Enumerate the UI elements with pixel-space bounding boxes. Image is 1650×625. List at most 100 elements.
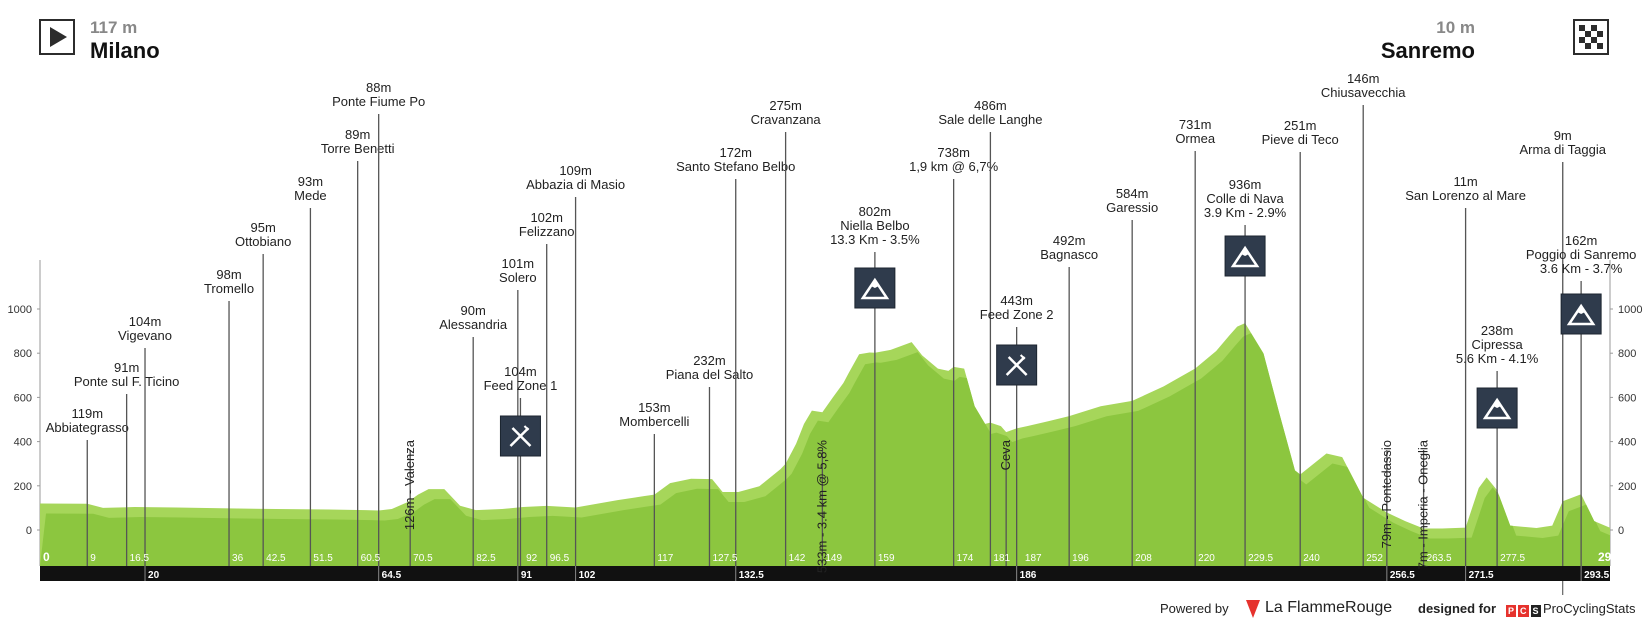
marker-name-text: 5.6 Km - 4.1%: [1456, 351, 1539, 366]
marker-elevation-text: 98m: [216, 267, 241, 282]
vertical-marker-label: 126m - Valenza: [402, 439, 417, 530]
flamme-rouge-logo-icon: [1246, 600, 1260, 618]
marker-name-text: Arma di Taggia: [1520, 142, 1607, 157]
marker-elevation-text: 936m: [1229, 177, 1262, 192]
marker-elevation-text: 153m: [638, 400, 671, 415]
x-tick-label-bottom: 293.5: [1584, 570, 1609, 581]
y-tick-label-right: 600: [1618, 392, 1636, 404]
marker-name-text: Sale delle Langhe: [938, 112, 1042, 127]
x-tick-label-top: 117: [657, 553, 673, 564]
brand-label[interactable]: La FlammeRouge: [1265, 599, 1393, 616]
marker-elevation-text: 162m: [1565, 233, 1598, 248]
x-tick-label-bottom: 91: [521, 570, 533, 581]
knife-icon: [1005, 356, 1026, 376]
y-tick-label-right: 0: [1618, 525, 1624, 537]
y-tick-label-left: 600: [14, 392, 32, 404]
marker-elevation-text: 146m: [1347, 71, 1380, 86]
pcs-letter-c: C: [1518, 605, 1529, 617]
x-tick-label-top: 9: [90, 553, 96, 564]
marker-elevation-text: 102m: [530, 210, 563, 225]
marker-name-text: San Lorenzo al Mare: [1405, 188, 1526, 203]
mountain-icon: [1566, 303, 1596, 326]
x-tick-label-bottom: 20: [148, 570, 160, 581]
marker-elevation-text: 104m: [129, 314, 162, 329]
marker-name-text: Poggio di Sanremo: [1526, 247, 1637, 262]
finish-elevation: 10 m: [1436, 18, 1475, 37]
mountain-icon: [1230, 245, 1260, 268]
fork-tine-icon: [1019, 354, 1026, 360]
fork-icon: [1007, 356, 1028, 376]
x-tick-label-bottom: 132.5: [739, 570, 764, 581]
marker-name-text: Santo Stefano Belbo: [676, 159, 795, 174]
marker-name-text: Piana del Salto: [666, 367, 753, 382]
marker-elevation-text: 492m: [1053, 233, 1086, 248]
y-tick-label-left: 200: [14, 481, 32, 493]
pcs-letter-s: S: [1530, 605, 1541, 617]
x-tick-label-top: 92: [526, 553, 538, 564]
site-label[interactable]: ProCyclingStats: [1543, 601, 1636, 616]
powered-by-label: Powered by: [1160, 601, 1229, 616]
x-tick-label-top: 229.5: [1248, 553, 1273, 564]
designed-for-label: designed for: [1418, 601, 1497, 616]
mountain-icon: [860, 277, 890, 300]
distance-axis-bar: [40, 566, 1610, 581]
mountain-snow-icon: [1493, 400, 1502, 408]
marker-name-text: Abbazia di Masio: [526, 177, 625, 192]
climb-icon: [1476, 387, 1518, 429]
marker-elevation-text: 91m: [114, 360, 139, 375]
marker-name-text: 3.6 Km - 3.7%: [1540, 261, 1623, 276]
marker-elevation-text: 802m: [859, 204, 892, 219]
x-tick-label-top: 240: [1303, 553, 1320, 564]
x-tick-label-top: 220: [1198, 553, 1215, 564]
marker-name-text: Feed Zone 2: [980, 307, 1054, 322]
y-tick-label-left: 1000: [8, 304, 32, 316]
x-tick-label-top: 42.5: [266, 553, 286, 564]
x-tick-label-bottom: 102: [579, 570, 596, 581]
start-flag-icon: [39, 19, 75, 55]
marker-elevation-text: 731m: [1179, 117, 1212, 132]
finish-city: Sanremo: [1380, 38, 1475, 63]
fork-tine-icon: [523, 425, 530, 431]
marker-name-text: Vigevano: [118, 328, 172, 343]
x-tick-label-top: 149: [825, 553, 842, 564]
x-tick-label-top: 196: [1072, 553, 1089, 564]
marker-elevation-text: 9m: [1554, 128, 1572, 143]
x-tick-label-top: 181: [993, 553, 1010, 564]
marker-elevation-text: 238m: [1481, 323, 1514, 338]
x-tick-label-top: 51.5: [313, 553, 333, 564]
y-tick-label-right: 400: [1618, 437, 1636, 449]
marker-name-text: Colle di Nava: [1206, 191, 1284, 206]
marker-elevation-text: 101m: [502, 256, 535, 271]
marker-elevation-text: 584m: [1116, 186, 1149, 201]
marker-elevation-text: 93m: [298, 174, 323, 189]
x-tick-label-bottom: 271.5: [1469, 570, 1494, 581]
vertical-marker-label: 79m - Pontedassio: [1379, 440, 1394, 548]
marker-name-text: Ponte sul F. Ticino: [74, 374, 180, 389]
x-tick-label-top: 82.5: [476, 553, 496, 564]
marker-name-text: Cipressa: [1471, 337, 1523, 352]
fork-icon: [511, 427, 532, 447]
marker-elevation-text: 251m: [1284, 118, 1317, 133]
marker-name-text: Abbiategrasso: [46, 420, 129, 435]
